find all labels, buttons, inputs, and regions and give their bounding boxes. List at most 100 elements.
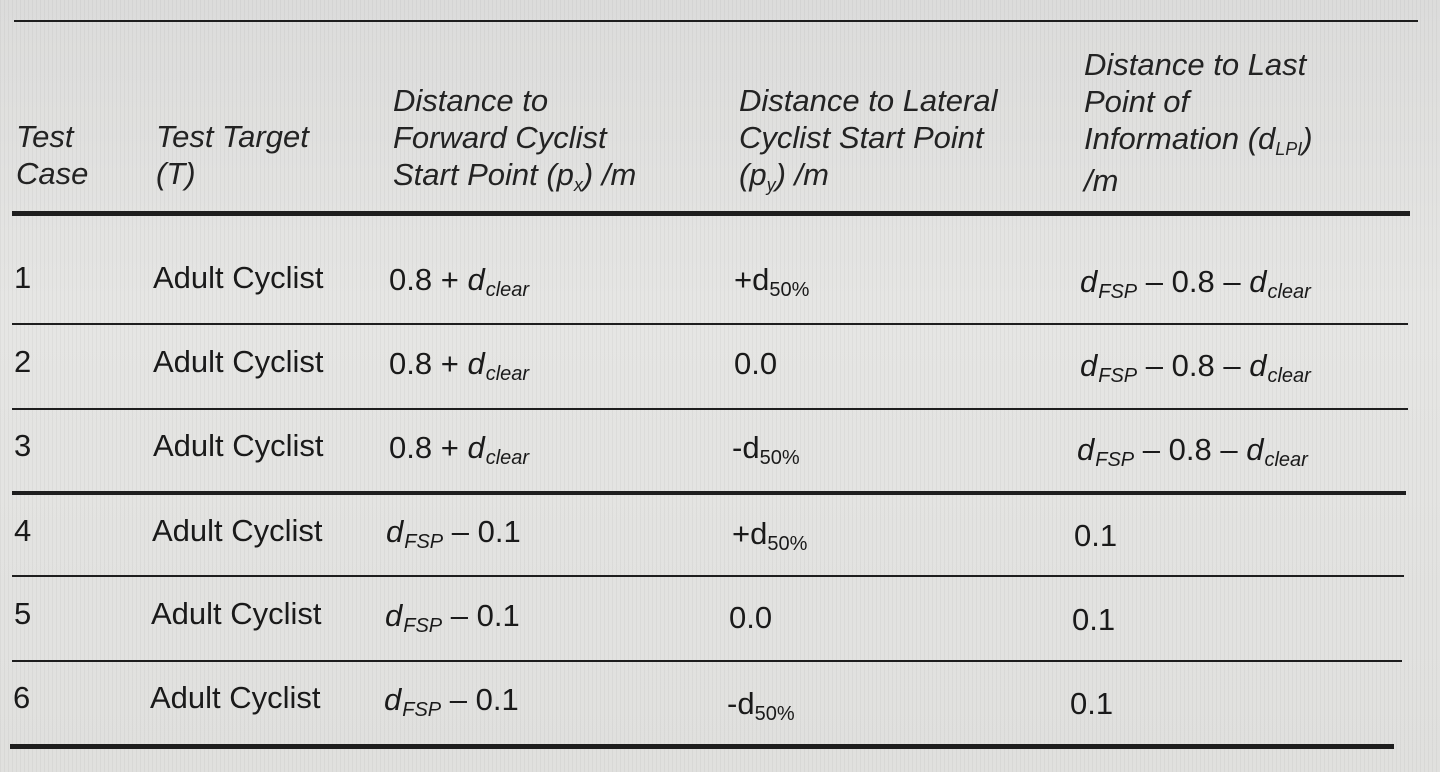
row-group-divider	[12, 491, 1406, 495]
header-lpi-line-3-end: )	[1302, 121, 1313, 156]
row-1-dlpi-sub: FSP	[1098, 281, 1138, 303]
row-1-dlpi-sub2: clear	[1267, 281, 1311, 303]
header-lateral-line-3-end: ) /m	[775, 157, 829, 192]
header-forward-line-3-text: Start Point (p	[393, 157, 574, 192]
row-1-case: 1	[14, 260, 32, 295]
table-top-rule	[14, 20, 1418, 22]
header-test-target-line-2: (T)	[156, 156, 196, 191]
row-6-py: -d50%	[727, 686, 795, 724]
row-5-py-value: 0.0	[729, 600, 773, 635]
header-forward-line-3-end: ) /m	[582, 157, 637, 192]
header-lateral-line-3-text: (p	[739, 157, 767, 192]
row-2-dlpi-sub: FSP	[1098, 365, 1138, 387]
row-1-px-sub: clear	[485, 279, 530, 301]
row-2-py: 0.0	[734, 348, 777, 379]
row-4-px: dFSP – 0.1	[386, 514, 521, 552]
row-6-px-suffix: – 0.1	[441, 682, 519, 717]
row-2-px-sub: clear	[485, 363, 530, 385]
row-divider	[12, 575, 1404, 577]
row-1-dlpi-mid: – 0.8 –	[1137, 264, 1250, 299]
header-forward-subscript: x	[573, 175, 583, 195]
row-divider	[12, 323, 1408, 325]
row-6-dlpi: 0.1	[1070, 686, 1114, 721]
row-2-px-var: d	[467, 346, 485, 381]
row-3-dlpi-sub2: clear	[1264, 449, 1308, 471]
row-3-px-prefix: 0.8 +	[389, 430, 468, 465]
row-3-target: Adult Cyclist	[153, 428, 324, 463]
row-2-px-prefix: 0.8 +	[389, 346, 468, 381]
row-3-px-sub: clear	[485, 447, 530, 469]
row-5-target: Adult Cyclist	[151, 596, 322, 631]
header-forward-distance: Distance to Forward Cyclist Start Point …	[393, 82, 636, 198]
row-3-dlpi-sub: FSP	[1095, 449, 1135, 471]
row-1-py: +d50%	[734, 264, 809, 300]
header-lpi-subscript: LPI	[1275, 139, 1303, 159]
header-forward-line-2: Forward Cyclist	[393, 120, 607, 155]
row-4-py-value: +d	[732, 516, 768, 551]
header-lpi-line-3-text: Information (d	[1084, 121, 1276, 156]
header-test-case-line-2: Case	[16, 156, 89, 191]
header-lateral-distance: Distance to Lateral Cyclist Start Point …	[739, 82, 997, 198]
row-5-px: dFSP – 0.1	[385, 598, 520, 636]
table-bottom-rule	[10, 744, 1394, 749]
row-3-px: 0.8 + dclear	[389, 430, 529, 468]
row-5-px-suffix: – 0.1	[442, 598, 520, 633]
row-1-dlpi-var: d	[1080, 264, 1098, 299]
header-lateral-line-2: Cyclist Start Point	[739, 120, 984, 155]
header-last-point-distance: Distance to Last Point of Information (d…	[1084, 46, 1313, 199]
header-test-case-line-1: Test	[16, 119, 74, 154]
row-3-dlpi: dFSP – 0.8 – dclear	[1077, 432, 1308, 470]
row-2-dlpi: dFSP – 0.8 – dclear	[1080, 348, 1311, 386]
row-4-py: +d50%	[732, 516, 807, 554]
row-2-dlpi-var: d	[1080, 348, 1098, 383]
row-1-px-var: d	[467, 262, 485, 297]
header-test-target: Test Target (T)	[156, 118, 309, 192]
header-lateral-line-3: (py) /m	[739, 156, 997, 198]
header-lpi-line-4: /m	[1084, 163, 1119, 198]
row-4-px-sub: FSP	[404, 531, 444, 553]
header-lateral-line-1: Distance to Lateral	[739, 83, 998, 118]
row-2-dlpi-var2: d	[1249, 348, 1267, 383]
row-4-target: Adult Cyclist	[152, 513, 323, 548]
row-6-px-sub: FSP	[402, 699, 442, 721]
row-3-py-value: -d	[732, 430, 760, 465]
header-lateral-subscript: y	[766, 175, 776, 195]
row-divider	[12, 408, 1408, 410]
row-1-dlpi-var2: d	[1249, 264, 1267, 299]
row-3-dlpi-var: d	[1077, 432, 1095, 467]
row-5-py: 0.0	[729, 602, 772, 633]
row-3-px-var: d	[467, 430, 485, 465]
header-test-case: Test Case	[16, 118, 88, 192]
row-4-case: 4	[14, 513, 32, 548]
row-3-case: 3	[14, 428, 32, 463]
row-6-px: dFSP – 0.1	[384, 682, 519, 720]
row-4-px-suffix: – 0.1	[443, 514, 521, 549]
row-2-dlpi-sub2: clear	[1267, 365, 1311, 387]
row-5-dlpi: 0.1	[1072, 602, 1116, 637]
header-rule	[12, 211, 1410, 216]
row-2-px: 0.8 + dclear	[389, 346, 529, 384]
row-divider	[12, 660, 1402, 662]
row-4-py-sub: 50%	[767, 533, 808, 555]
header-lpi-line-1: Distance to Last	[1084, 47, 1307, 82]
header-forward-line-1: Distance to	[393, 83, 549, 118]
row-3-dlpi-mid: – 0.8 –	[1134, 432, 1247, 467]
row-6-target: Adult Cyclist	[150, 680, 321, 715]
row-1-px-prefix: 0.8 +	[389, 262, 468, 297]
row-1-target: Adult Cyclist	[153, 260, 324, 295]
row-6-px-var: d	[384, 682, 402, 717]
row-2-target: Adult Cyclist	[153, 344, 324, 379]
header-test-target-line-1: Test Target	[156, 119, 309, 154]
row-2-dlpi-mid: – 0.8 –	[1137, 348, 1250, 383]
row-5-case: 5	[14, 596, 32, 631]
row-3-py: -d50%	[732, 430, 800, 468]
row-6-case: 6	[13, 680, 31, 715]
header-forward-line-3: Start Point (px) /m	[393, 156, 636, 198]
header-lpi-line-2: Point of	[1084, 84, 1190, 119]
row-6-py-sub: 50%	[754, 703, 795, 725]
row-3-dlpi-var2: d	[1246, 432, 1264, 467]
row-5-px-sub: FSP	[403, 615, 443, 637]
row-4-px-var: d	[386, 514, 404, 549]
row-6-py-value: -d	[727, 686, 755, 721]
